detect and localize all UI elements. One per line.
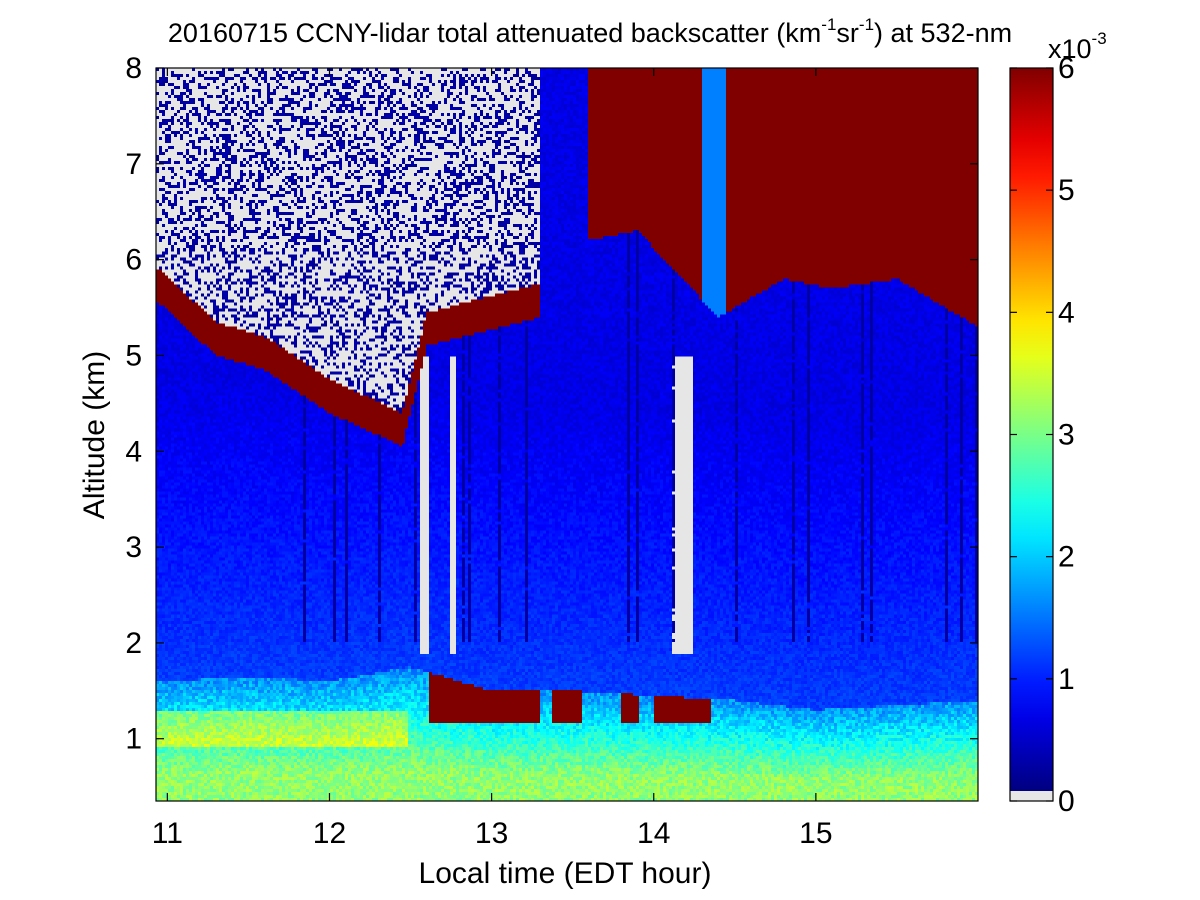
x-tick-label: 11: [152, 817, 183, 850]
title-tail: ) at 532-nm: [874, 18, 1012, 48]
y-tick-label: 4: [125, 435, 142, 468]
y-axis-ticks: 1 2 3 4 5 6 7 8: [125, 52, 978, 756]
colorbar-tick-label: 5: [1058, 174, 1075, 207]
colorbar-tick-label: 3: [1058, 419, 1075, 452]
colorbar-multiplier-base: x10: [1048, 34, 1092, 64]
x-tick-label: 14: [637, 817, 670, 850]
y-tick-label: 1: [125, 723, 142, 756]
plot-frame: [155, 67, 979, 802]
x-axis-label: Local time (EDT hour): [419, 857, 712, 890]
colorbar-tick-label: 2: [1058, 541, 1075, 574]
colorbar-tick-label: 1: [1058, 663, 1075, 696]
title-sup-1: -1: [821, 15, 836, 34]
colorbar-multiplier: x10-3: [1048, 29, 1107, 64]
colorbar-ticks: 0 1 2 3 4 5 6: [1010, 52, 1075, 818]
x-axis-ticks: 11 12 13 14 15: [152, 68, 833, 850]
y-tick-label: 8: [125, 52, 142, 85]
y-tick-label: 3: [125, 531, 142, 564]
y-tick-label: 5: [125, 339, 142, 372]
colorbar: 0 1 2 3 4 5 6 x10-3: [1009, 29, 1107, 818]
y-axis-label: Altitude (km): [78, 351, 111, 519]
colorbar-nodata-swatch: [1010, 791, 1053, 801]
backscatter-heatmap: [156, 68, 978, 801]
colorbar-multiplier-exp: -3: [1092, 29, 1107, 48]
y-tick-label: 7: [125, 148, 142, 181]
y-tick-label: 6: [125, 244, 142, 277]
colorbar-tick-label: 4: [1058, 296, 1075, 329]
title-lead: 20160715 CCNY-lidar total attenuated bac…: [168, 18, 821, 48]
title-mid: sr: [836, 18, 859, 48]
colorbar-tick-label: 0: [1058, 785, 1075, 818]
x-tick-label: 13: [475, 817, 508, 850]
y-tick-label: 2: [125, 627, 142, 660]
colorbar-gradient: [1010, 68, 1053, 791]
x-tick-label: 12: [313, 817, 346, 850]
x-tick-label: 15: [799, 817, 832, 850]
title-sup-2: -1: [859, 15, 874, 34]
colorbar-tick-label: 6: [1058, 52, 1075, 85]
chart-title: 20160715 CCNY-lidar total attenuated bac…: [168, 15, 1012, 48]
